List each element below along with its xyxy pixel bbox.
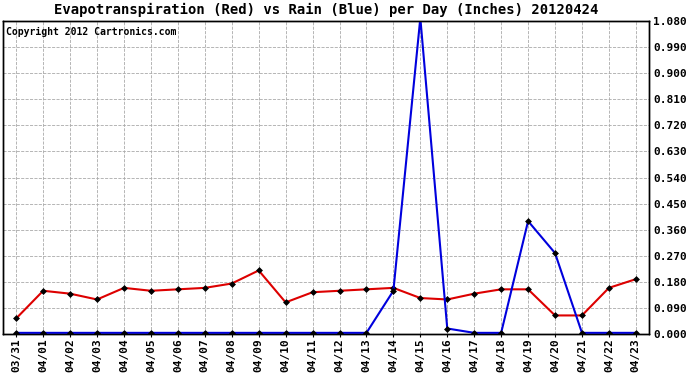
Title: Evapotranspiration (Red) vs Rain (Blue) per Day (Inches) 20120424: Evapotranspiration (Red) vs Rain (Blue) …: [54, 3, 598, 17]
Text: Copyright 2012 Cartronics.com: Copyright 2012 Cartronics.com: [6, 27, 177, 37]
